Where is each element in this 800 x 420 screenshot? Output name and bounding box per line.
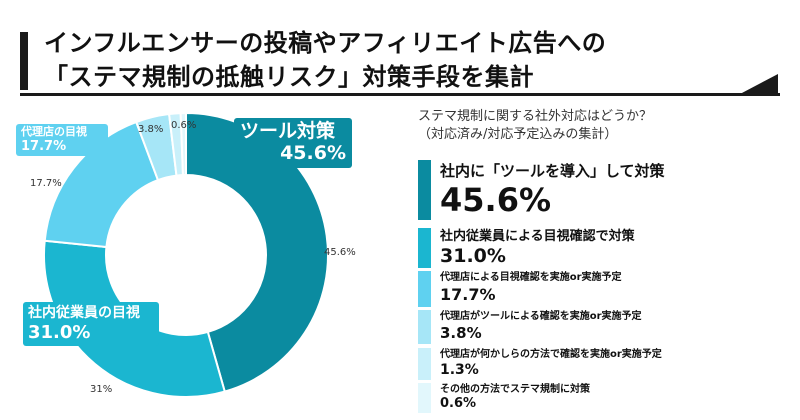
page-title: インフルエンサーの投稿やアフィリエイト広告への 「ステマ規制の抵触リスク」対策手… (44, 26, 606, 94)
ranking-item-6: その他の方法でステマ規制に対策 0.6% (418, 383, 758, 413)
ranking-label: 社内に「ツールを導入」して対策 (440, 162, 665, 180)
title-accent-bar (20, 32, 28, 90)
ranking-swatch (418, 383, 431, 413)
pie-label-staff: 31% (90, 384, 112, 395)
callout-staff: 社内従業員の目視 31.0% (23, 302, 159, 346)
ranking-item-5: 代理店が何かしらの方法で確認を実施or実施予定 1.3% (418, 348, 758, 380)
ranking-label: 代理店による目視確認を実施or実施予定 (440, 272, 622, 283)
callout-tool-value: 45.6% (280, 142, 346, 164)
ranking-swatch (418, 271, 431, 307)
ranking-label: 社内従業員による目視確認で対策 (440, 229, 635, 244)
ranking-label: その他の方法でステマ規制に対策 (440, 384, 590, 395)
pie-label-other: 0.6% (171, 120, 196, 131)
ranking-item-3: 代理店による目視確認を実施or実施予定 17.7% (418, 271, 758, 307)
callout-tool-name: ツール対策 (240, 120, 336, 142)
ranking-item-2: 社内従業員による目視確認で対策 31.0% (418, 228, 758, 268)
corner-triangle (740, 74, 778, 94)
ranking-value: 0.6% (440, 396, 477, 411)
title-underline (20, 93, 780, 96)
ranking-value: 17.7% (440, 285, 496, 304)
callout-agency-value: 17.7% (21, 139, 67, 154)
pie-label-tool: 45.6% (324, 247, 356, 258)
ranking-swatch (418, 348, 431, 380)
ranking-label: 代理店がツールによる確認を実施or実施予定 (440, 311, 642, 322)
ranking-value: 3.8% (440, 324, 482, 342)
ranking-label: 代理店が何かしらの方法で確認を実施or実施予定 (440, 349, 662, 360)
question-text: ステマ規制に関する社外対応はどうか？ （対応済み/対応予定込みの集計） (418, 108, 652, 144)
ranking-swatch (418, 160, 431, 220)
donut-slice-6 (179, 111, 187, 177)
callout-tool: ツール対策 45.6% (234, 118, 352, 168)
question-line-1: ステマ規制に関する社外対応はどうか？ (418, 109, 653, 124)
ranking-swatch (418, 310, 431, 344)
ranking-item-1: 社内に「ツールを導入」して対策 45.6% (418, 160, 758, 220)
title-line-1: インフルエンサーの投稿やアフィリエイト広告への (44, 29, 607, 57)
pie-label-agency-visual: 17.7% (30, 178, 62, 189)
callout-agency: 代理店の目視 17.7% (16, 124, 108, 156)
callout-agency-name: 代理店の目視 (21, 125, 87, 138)
callout-staff-name: 社内従業員の目視 (28, 305, 140, 321)
pie-label-agency-tool: 3.8% (138, 124, 163, 135)
title-line-2: 「ステマ規制の抵触リスク」対策手段を集計 (44, 63, 534, 91)
ranking-value: 1.3% (440, 362, 479, 378)
ranking-swatch (418, 228, 431, 268)
ranking-value: 45.6% (440, 181, 552, 219)
callout-staff-value: 31.0% (28, 322, 91, 343)
ranking-item-4: 代理店がツールによる確認を実施or実施予定 3.8% (418, 310, 758, 344)
ranking-value: 31.0% (440, 245, 506, 267)
question-line-2: （対応済み/対応予定込みの集計） (418, 127, 618, 142)
